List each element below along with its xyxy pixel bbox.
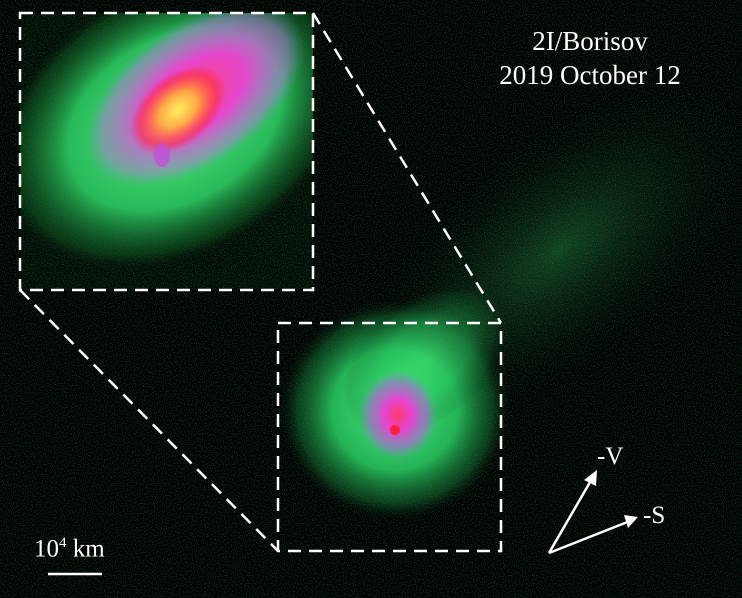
inset-frame [18, 11, 315, 292]
nucleus [390, 425, 400, 435]
connector-line-top [311, 12, 503, 324]
sun-arrow [548, 519, 631, 555]
velocity-arrowhead [584, 470, 597, 486]
zoom-region-box [276, 321, 503, 553]
direction-arrows [547, 470, 638, 555]
scale-unit: km [66, 535, 105, 563]
scale-exponent: 4 [59, 535, 67, 551]
title-object-name: 2I/Borisov [532, 26, 648, 56]
scale-bar-label: 104 km [34, 535, 105, 563]
sun-arrowhead [624, 515, 638, 528]
scale-base: 10 [34, 535, 59, 563]
image-title: 2I/Borisov 2019 October 12 [470, 24, 710, 92]
coma-inner [358, 370, 438, 460]
title-date: 2019 October 12 [499, 60, 681, 90]
velocity-arrow [547, 476, 595, 554]
inset-zoom-image [20, 13, 313, 290]
velocity-label: -V [597, 443, 624, 470]
sun-label: -S [643, 502, 666, 529]
connector-line-bottom [19, 289, 279, 552]
